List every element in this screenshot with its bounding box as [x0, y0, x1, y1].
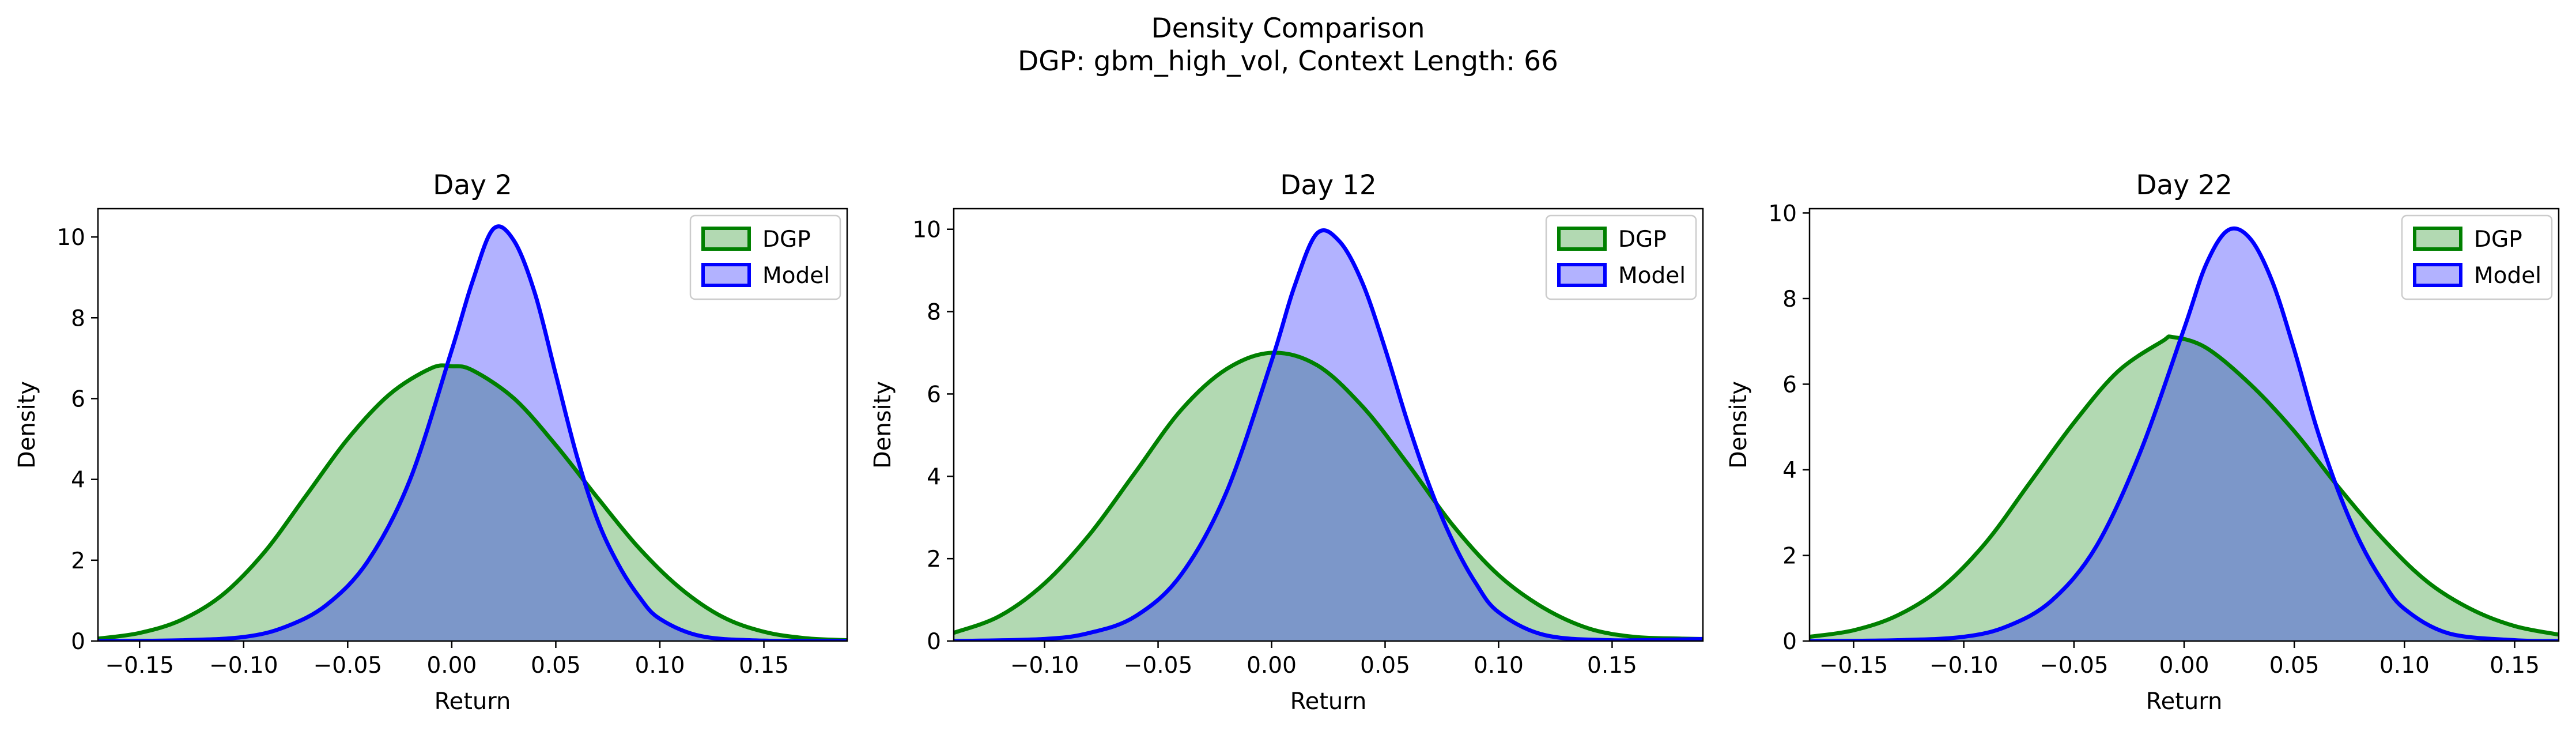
series-model-area: [98, 226, 847, 641]
x-tick-label: −0.10: [1929, 653, 1999, 679]
series-dgp-line: [954, 350, 1703, 641]
series-model-line: [954, 228, 1703, 641]
x-axis-label: Return: [1290, 688, 1367, 715]
y-tick-label: 4: [71, 468, 85, 493]
y-tick-label: 6: [1782, 372, 1797, 398]
y-tick-label: 2: [1782, 543, 1797, 569]
y-tick-label: 6: [71, 386, 85, 412]
legend-label-model: Model: [762, 263, 830, 289]
series-dgp-line: [98, 363, 847, 641]
legend-label-dgp: DGP: [762, 227, 811, 252]
x-tick-label: 0.10: [635, 653, 685, 679]
legend-swatch-dgp: [701, 227, 751, 251]
x-tick-label: −0.15: [1819, 653, 1888, 679]
subplot-panels: −0.15 −0.10 −0.05 0.00 0.05 0.10 0.15 0 2 4 6 8 10 Da…: [14, 169, 2560, 715]
legend-swatch-model: [1557, 263, 1607, 287]
x-axis-label: Return: [435, 688, 511, 715]
subplot-title: Day 2: [433, 169, 512, 201]
legend-label-dgp: DGP: [1618, 227, 1667, 252]
y-tick-label: 2: [927, 546, 941, 572]
legend-label-dgp: DGP: [2474, 227, 2522, 252]
y-tick-label: 4: [1782, 458, 1797, 484]
x-tick-label: 0.00: [2159, 653, 2209, 679]
subplot-day-panel: −0.10 −0.05 0.00 0.05 0.10 0.15 0 2 4 6 8 10 Day 12 R…: [870, 169, 1704, 715]
y-tick-label: 10: [1768, 201, 1797, 227]
x-axis-label: Return: [2146, 688, 2223, 715]
legend-swatch-model: [2413, 263, 2462, 287]
y-tick-label: 0: [1782, 629, 1797, 655]
legend: DGP Model: [2401, 214, 2553, 300]
axes-frame: [97, 208, 848, 642]
series-dgp-area: [954, 352, 1703, 641]
x-tick-label: −0.10: [209, 653, 278, 679]
y-tick-label: 10: [56, 225, 85, 251]
axes-frame: [953, 208, 1704, 642]
y-tick-label: 2: [71, 548, 85, 574]
series-model-area: [1810, 228, 2559, 641]
subplot-day-panel: −0.15 −0.10 −0.05 0.00 0.05 0.10 0.15 0 2 4 6 8 10 Da…: [1725, 169, 2560, 715]
figure-title: Density Comparison: [1151, 13, 1425, 44]
y-tick-label: 6: [927, 382, 941, 408]
y-axis-label: Density: [1725, 381, 1752, 469]
legend-swatch-dgp: [1557, 227, 1607, 251]
x-tick-label: 0.05: [531, 653, 581, 679]
y-tick-label: 8: [71, 306, 85, 331]
legend-box: [1545, 214, 1697, 300]
figure-subtitle: DGP: gbm_high_vol, Context Length: 66: [1018, 46, 1558, 77]
y-tick-label: 10: [912, 217, 941, 243]
y-tick-label: 4: [927, 464, 941, 490]
y-axis-label: Density: [14, 381, 40, 469]
legend-label-model: Model: [1618, 263, 1686, 289]
y-tick-label: 8: [927, 300, 941, 326]
x-tick-label: 0.00: [1247, 653, 1297, 679]
x-tick-label: −0.05: [2039, 653, 2109, 679]
legend-box: [689, 214, 841, 300]
legend-box: [2401, 214, 2553, 300]
x-tick-label: 0.15: [1587, 653, 1637, 679]
legend-swatch-model: [701, 263, 751, 287]
x-tick-label: −0.05: [1124, 653, 1193, 679]
legend: DGP Model: [689, 214, 841, 300]
y-tick-label: 0: [71, 629, 85, 655]
y-tick-label: 8: [1782, 287, 1797, 312]
legend-label-model: Model: [2474, 263, 2541, 289]
x-tick-label: 0.10: [1474, 653, 1524, 679]
x-tick-label: 0.10: [2379, 653, 2430, 679]
series-model-line: [98, 224, 847, 641]
x-tick-label: 0.15: [739, 653, 789, 679]
x-tick-label: 0.05: [1360, 653, 1410, 679]
x-tick-label: −0.10: [1010, 653, 1079, 679]
x-tick-label: 0.00: [426, 653, 477, 679]
legend: DGP Model: [1545, 214, 1697, 300]
series-dgp-line: [1810, 334, 2559, 639]
y-tick-label: 0: [927, 629, 941, 655]
series-model-line: [1810, 226, 2559, 641]
subplot-title: Day 12: [1280, 169, 1377, 201]
x-tick-label: 0.05: [2269, 653, 2320, 679]
y-axis-label: Density: [870, 381, 896, 469]
series-model-area: [954, 230, 1703, 641]
subplot-title: Day 22: [2136, 169, 2233, 201]
subplot-day-panel: −0.15 −0.10 −0.05 0.00 0.05 0.10 0.15 0 2 4 6 8 10 Da…: [14, 169, 848, 715]
x-tick-label: 0.15: [2490, 653, 2540, 679]
x-tick-label: −0.05: [313, 653, 383, 679]
legend-swatch-dgp: [2413, 227, 2462, 251]
x-tick-label: −0.15: [105, 653, 174, 679]
